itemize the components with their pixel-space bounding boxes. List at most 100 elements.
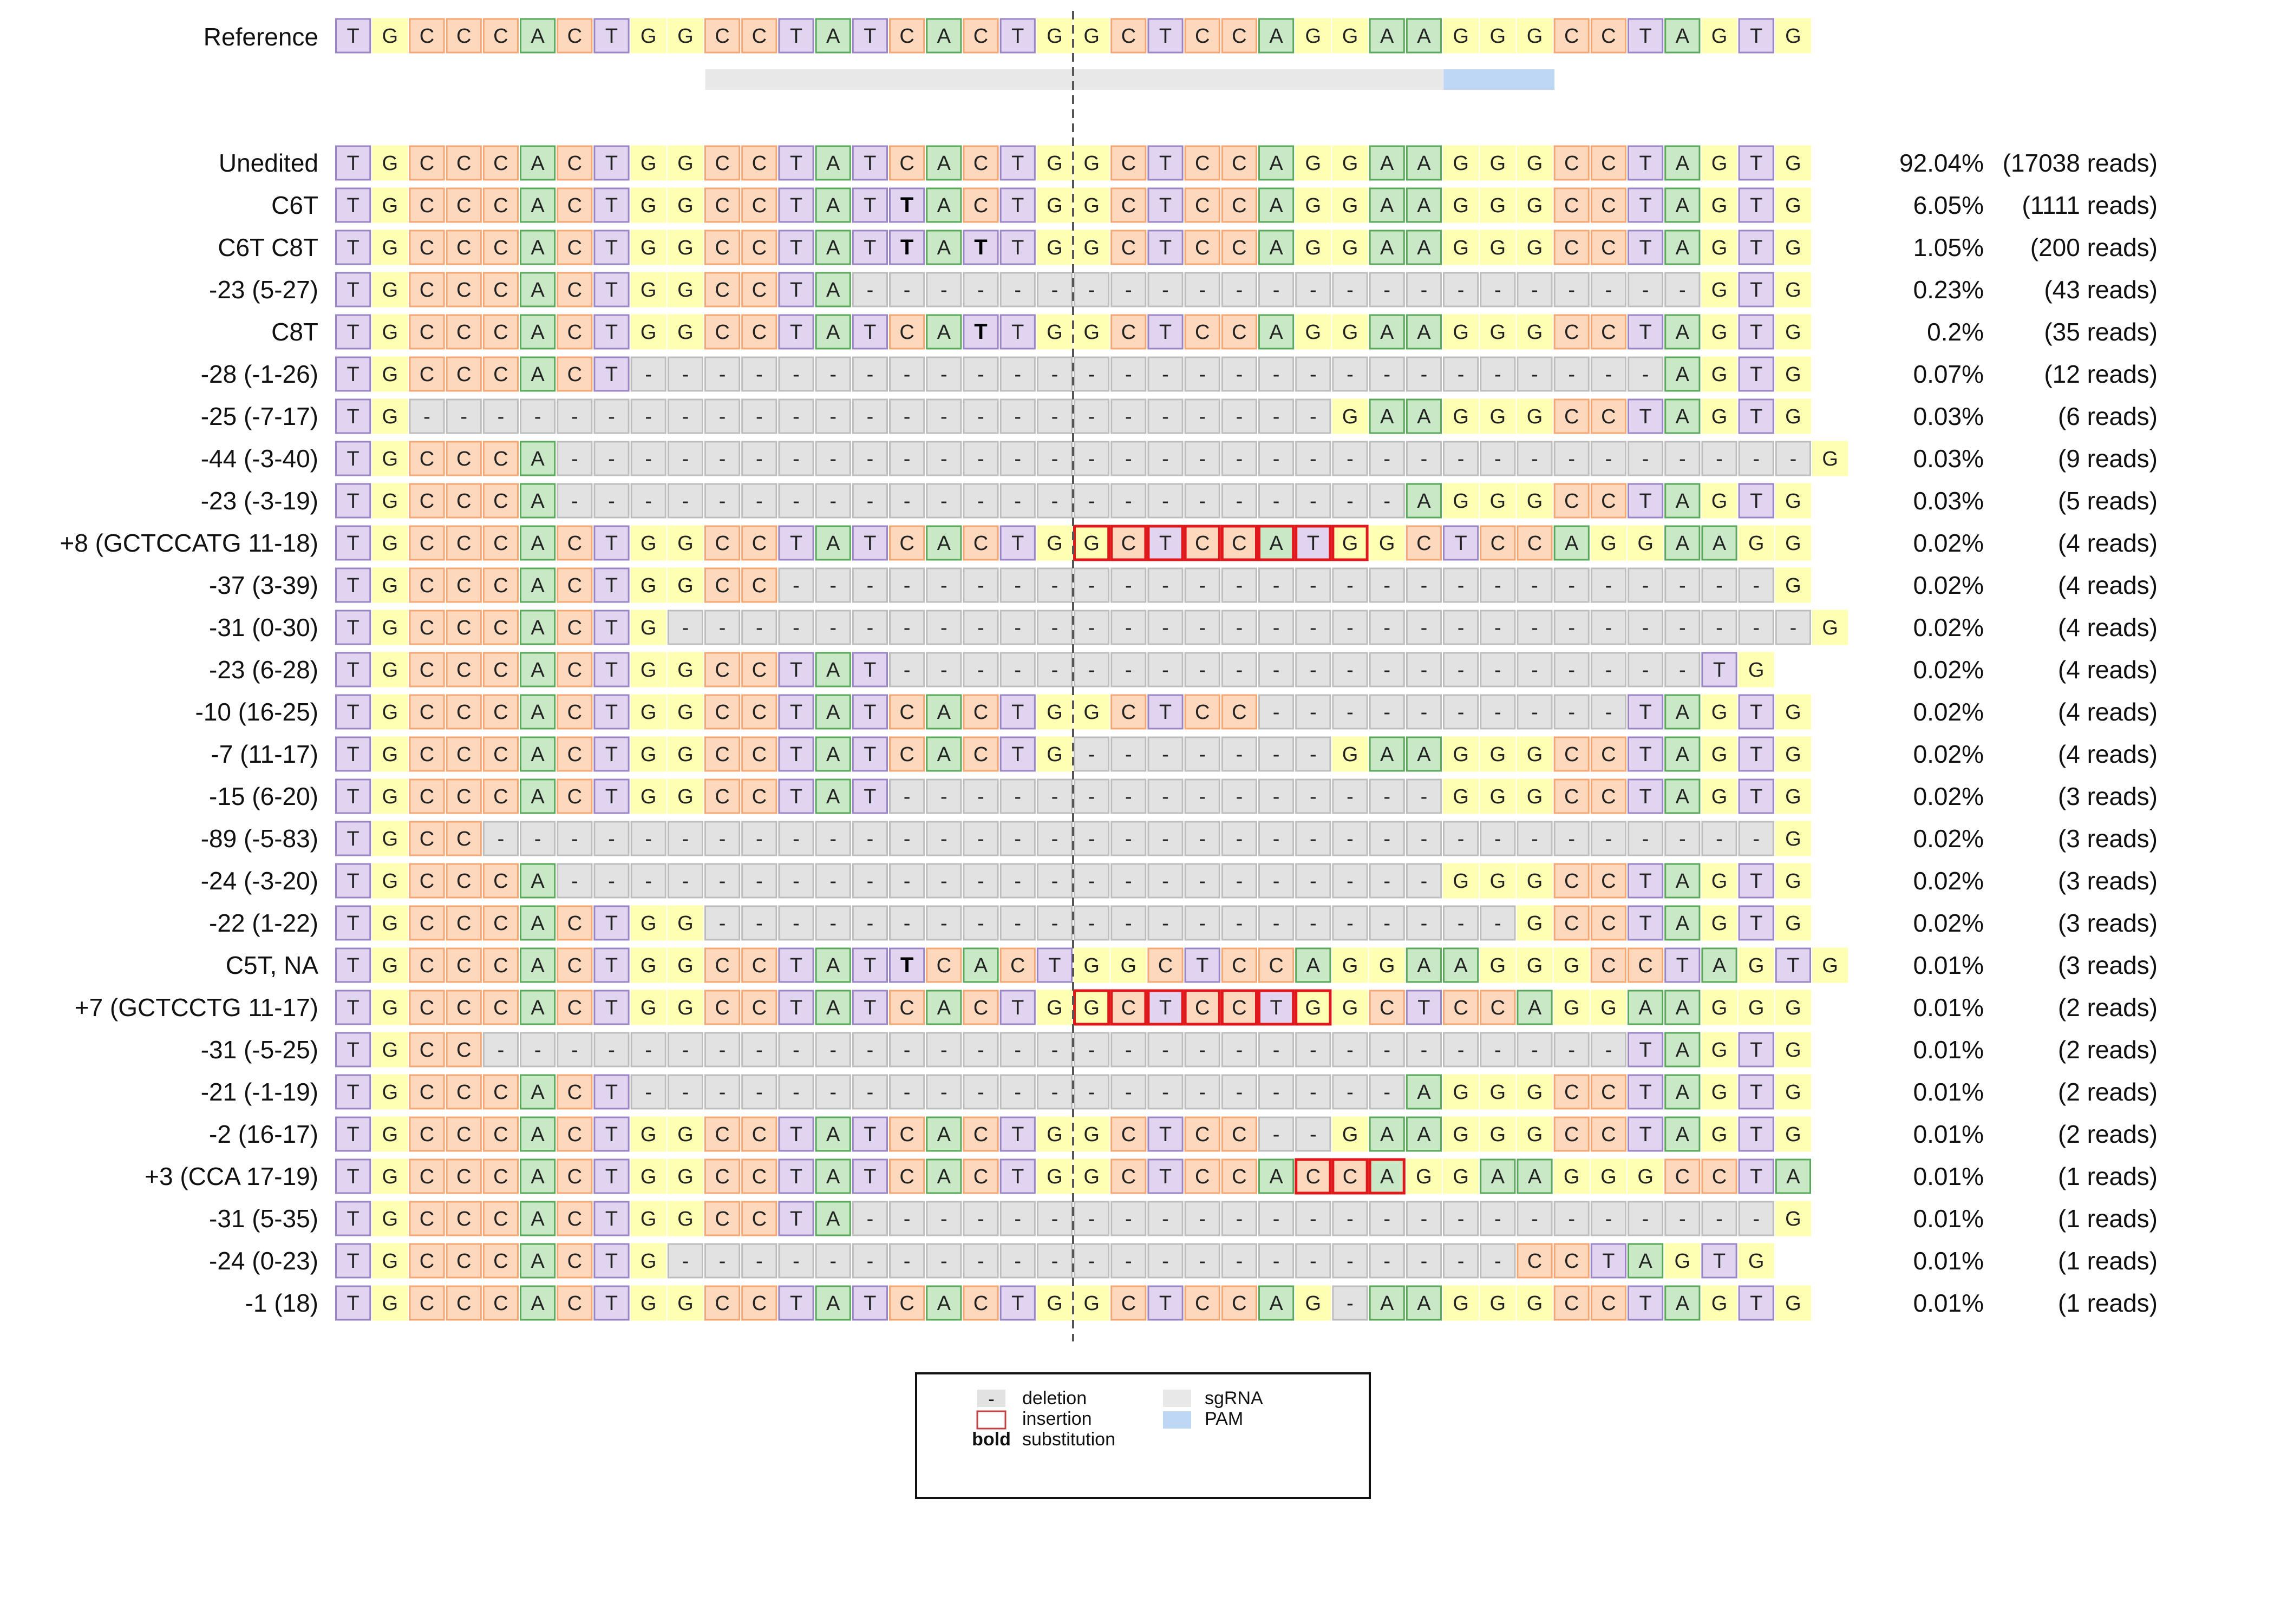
allele-2-base-26: G bbox=[1305, 237, 1322, 259]
allele-8-base-12: - bbox=[793, 490, 800, 513]
allele-14-base-11: C bbox=[752, 743, 767, 766]
allele-18-cell-18 bbox=[999, 905, 1036, 941]
reference-cell-14 bbox=[852, 18, 888, 54]
allele-7-base-34: - bbox=[1605, 448, 1612, 470]
allele-3-cell-2 bbox=[409, 272, 445, 307]
allele-reads: (1111 reads) bbox=[2022, 191, 2158, 219]
allele-21-base-30: - bbox=[1458, 1039, 1465, 1062]
allele-22-base-12: - bbox=[793, 1081, 800, 1104]
allele-reads: (4 reads) bbox=[2058, 740, 2158, 768]
allele-14-base-37: G bbox=[1711, 743, 1728, 766]
allele-22-cell-0 bbox=[335, 1074, 371, 1110]
allele-6-base-6: - bbox=[571, 405, 578, 428]
allele-8-base-32: G bbox=[1527, 490, 1543, 513]
allele-13-base-0: T bbox=[347, 701, 359, 724]
allele-5-cell-22 bbox=[1147, 356, 1184, 392]
allele-25-base-22: - bbox=[1162, 1208, 1169, 1230]
allele-27-base-21: C bbox=[1121, 1292, 1136, 1315]
allele-9-cell-29 bbox=[1406, 525, 1442, 561]
allele-13-cell-16 bbox=[926, 694, 962, 730]
allele-9-cell-11 bbox=[741, 525, 777, 561]
allele-6-base-5: - bbox=[534, 405, 541, 428]
allele-0-base-32: G bbox=[1527, 152, 1543, 175]
allele-1-base-22: T bbox=[1159, 194, 1172, 217]
allele-10-cell-11 bbox=[741, 567, 777, 603]
allele-11-base-34: - bbox=[1605, 617, 1612, 639]
allele-10-cell-8 bbox=[630, 567, 666, 603]
allele-2-base-29: A bbox=[1417, 237, 1431, 259]
allele-10-base-37: - bbox=[1716, 574, 1723, 597]
allele-3-cell-13 bbox=[815, 272, 851, 307]
allele-11-base-20: - bbox=[1088, 617, 1095, 639]
allele-1-base-18: T bbox=[1011, 194, 1024, 217]
allele-8-base-20: - bbox=[1088, 490, 1095, 513]
allele-27-base-5: A bbox=[531, 1292, 545, 1315]
allele-18-cell-28 bbox=[1369, 905, 1405, 941]
allele-11-cell-7 bbox=[593, 610, 630, 645]
allele-21-cell-14 bbox=[852, 1032, 888, 1068]
allele-25-base-25: - bbox=[1273, 1208, 1280, 1230]
allele-21-base-21: - bbox=[1125, 1039, 1132, 1062]
allele-13-base-12: T bbox=[790, 701, 802, 724]
allele-10-cell-32 bbox=[1517, 567, 1553, 603]
allele-5-base-25: - bbox=[1273, 363, 1280, 386]
allele-20-base-26: G bbox=[1305, 997, 1322, 1019]
allele-24-base-17: C bbox=[973, 1165, 988, 1188]
allele-22-cell-26 bbox=[1295, 1074, 1331, 1110]
allele-24-base-30: G bbox=[1453, 1165, 1469, 1188]
allele-25-cell-10 bbox=[704, 1201, 741, 1236]
allele-12-base-22: - bbox=[1162, 659, 1169, 682]
allele-9-base-17: C bbox=[973, 532, 988, 555]
allele-23-cell-34 bbox=[1590, 1116, 1627, 1152]
allele-17-cell-10 bbox=[704, 863, 741, 899]
allele-23-base-5: A bbox=[531, 1123, 545, 1146]
allele-row: -24 (-3-20) T G C C C A - - - - - - - - - - - - - - - - - - - - - - -… bbox=[201, 863, 2158, 899]
allele-17-base-21: - bbox=[1125, 870, 1132, 893]
allele-9-cell-24-insertion bbox=[1220, 525, 1258, 561]
allele-8-cell-29 bbox=[1406, 483, 1442, 519]
allele-percent: 0.02% bbox=[1913, 571, 1984, 599]
allele-20-base-6: C bbox=[567, 997, 582, 1019]
allele-20-cell-17 bbox=[963, 990, 999, 1025]
allele-3-base-10: C bbox=[715, 279, 729, 302]
allele-3-base-33: - bbox=[1568, 279, 1575, 302]
allele-19-base-17: A bbox=[974, 954, 988, 977]
allele-25-cell-4 bbox=[482, 1201, 519, 1236]
allele-3-base-16: - bbox=[940, 279, 948, 302]
allele-19-base-40: G bbox=[1822, 954, 1838, 977]
allele-25-cell-6 bbox=[557, 1201, 593, 1236]
allele-12-cell-0 bbox=[335, 652, 371, 687]
allele-27-base-14: T bbox=[864, 1292, 876, 1315]
allele-27-base-8: G bbox=[641, 1292, 657, 1315]
allele-11-base-11: - bbox=[756, 617, 763, 639]
allele-14-cell-12 bbox=[778, 736, 814, 772]
allele-15-cell-14 bbox=[852, 778, 888, 814]
allele-26-cell-31 bbox=[1480, 1243, 1516, 1279]
allele-11-base-37: - bbox=[1716, 617, 1723, 639]
allele-19-cell-16 bbox=[926, 947, 962, 983]
allele-7-cell-9 bbox=[667, 441, 704, 476]
allele-14-cell-16 bbox=[926, 736, 962, 772]
allele-0-base-11: C bbox=[752, 152, 767, 175]
allele-26-cell-14 bbox=[852, 1243, 888, 1279]
allele-21-cell-39 bbox=[1775, 1032, 1812, 1068]
allele-1-base-1: G bbox=[382, 194, 398, 217]
allele-25-base-9: G bbox=[677, 1208, 694, 1230]
allele-4-cell-29 bbox=[1406, 314, 1442, 350]
allele-6-cell-19 bbox=[1036, 398, 1073, 434]
allele-26-base-35: A bbox=[1638, 1250, 1652, 1273]
allele-26-base-24: - bbox=[1236, 1250, 1243, 1273]
allele-9-cell-12 bbox=[778, 525, 814, 561]
allele-7-cell-13 bbox=[815, 441, 851, 476]
allele-24-cell-6 bbox=[557, 1158, 593, 1194]
reference-base-17: C bbox=[973, 25, 988, 48]
allele-13-cell-27 bbox=[1332, 694, 1368, 730]
allele-17-base-29: - bbox=[1421, 870, 1428, 893]
allele-22-cell-21 bbox=[1110, 1074, 1147, 1110]
allele-27-base-10: C bbox=[715, 1292, 729, 1315]
allele-21-cell-36 bbox=[1664, 1032, 1701, 1068]
allele-4-cell-38 bbox=[1738, 314, 1774, 350]
allele-3-base-31: - bbox=[1494, 279, 1501, 302]
allele-13-cell-4 bbox=[482, 694, 519, 730]
allele-14-base-9: G bbox=[677, 743, 694, 766]
